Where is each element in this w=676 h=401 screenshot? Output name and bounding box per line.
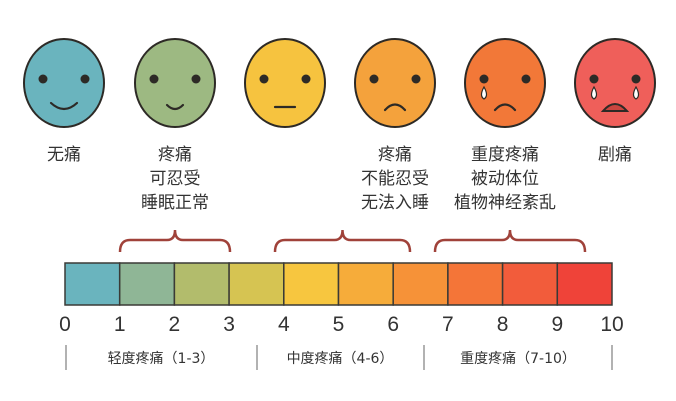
scale-cell-4	[228, 262, 285, 306]
brace-2	[433, 229, 587, 253]
tick-label: 2	[169, 313, 181, 336]
tick-label: 7	[442, 313, 454, 336]
tick-label: 10	[600, 313, 623, 336]
left-eye	[259, 74, 269, 84]
face-5-icon	[574, 38, 656, 128]
scale-cell-2	[118, 262, 176, 306]
face-circle	[354, 38, 436, 128]
face-label: 重度疼痛	[471, 145, 539, 165]
left-eye	[38, 74, 48, 84]
face-label: 植物神经紊乱	[454, 193, 556, 213]
face-2-icon	[244, 38, 326, 128]
face-3-icon	[354, 38, 436, 128]
mouth	[165, 103, 185, 111]
face-label: 不能忍受	[361, 169, 429, 189]
scale-cell-6	[337, 262, 394, 306]
tick-label: 4	[278, 313, 290, 336]
mouth	[493, 103, 517, 112]
right-eye	[191, 74, 201, 84]
left-eye	[589, 74, 599, 84]
face-label: 被动体位	[471, 169, 539, 189]
tick-label: 6	[387, 313, 399, 336]
scale-cell-9	[501, 262, 559, 306]
face-circle	[23, 38, 105, 128]
face-circle	[134, 38, 216, 128]
face-0-icon	[23, 38, 105, 128]
tick-label: 5	[333, 313, 345, 336]
mouth	[49, 101, 79, 111]
right-eye	[80, 74, 90, 84]
right-eye	[411, 74, 421, 84]
tear-icon	[632, 85, 640, 100]
scale-cell-10	[556, 262, 613, 306]
face-label: 睡眠正常	[141, 193, 209, 213]
left-eye	[149, 74, 159, 84]
face-label: 疼痛	[158, 145, 192, 165]
face-label: 疼痛	[378, 145, 412, 165]
scale-cell-7	[392, 262, 449, 306]
face-label: 可忍受	[150, 169, 201, 189]
scale-cell-5	[283, 262, 340, 306]
scale-cell-3	[173, 262, 230, 306]
tick-label: 0	[59, 313, 71, 336]
tick-label: 9	[551, 313, 563, 336]
brace-0	[118, 229, 232, 253]
tear-icon	[480, 85, 488, 100]
group-label: 中度疼痛（4-6）	[287, 350, 394, 367]
face-circle	[464, 38, 546, 128]
scale-cell-1	[64, 262, 121, 306]
face-label: 无法入睡	[361, 193, 429, 213]
face-1-icon	[134, 38, 216, 128]
face-4-icon	[464, 38, 546, 128]
face-label: 剧痛	[598, 145, 632, 165]
face-circle	[244, 38, 326, 128]
left-eye	[369, 74, 379, 84]
left-eye	[479, 74, 489, 84]
face-circle	[574, 38, 656, 128]
right-eye	[301, 74, 311, 84]
tick-label: 1	[114, 313, 126, 336]
brace-1	[273, 229, 412, 253]
tear-icon	[590, 85, 598, 100]
group-label: 轻度疼痛（1-3）	[108, 350, 215, 367]
tick-label: 3	[223, 313, 235, 336]
right-eye	[631, 74, 641, 84]
scale-cell-8	[447, 262, 504, 306]
face-label: 无痛	[47, 145, 81, 165]
tick-label: 8	[497, 313, 509, 336]
group-label: 重度疼痛（7-10）	[460, 350, 576, 367]
mouth-open	[600, 103, 630, 112]
mouth	[383, 103, 407, 112]
right-eye	[521, 74, 531, 84]
